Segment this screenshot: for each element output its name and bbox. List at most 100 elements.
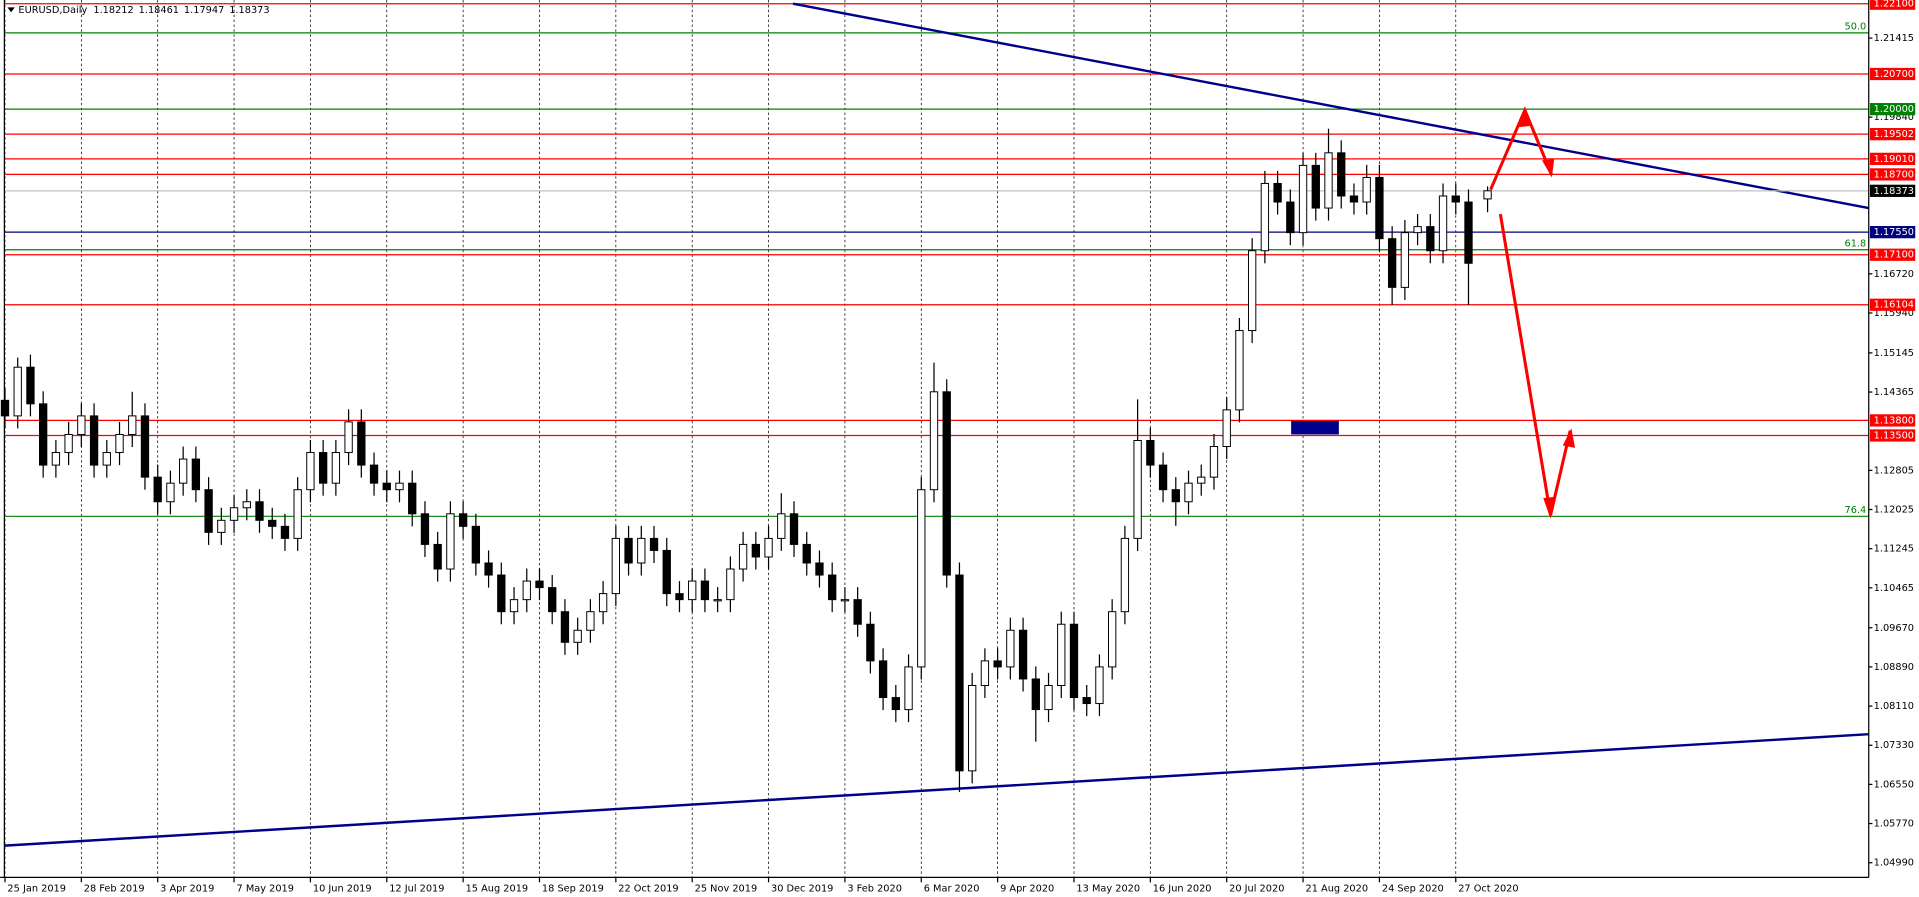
candle-body [458, 513, 468, 527]
candle-body [1235, 330, 1244, 411]
candle-body [611, 537, 621, 595]
level-label-box [1869, 0, 1916, 10]
candle-body [726, 568, 735, 601]
candle-body [560, 611, 570, 643]
candle-body [1426, 226, 1435, 252]
candle-body [1451, 195, 1460, 203]
candle-body [764, 537, 773, 558]
candle-body [293, 489, 302, 539]
y-tick-label: 1.19840 [1874, 112, 1914, 123]
candle-body [1069, 623, 1079, 699]
y-tick-label: 1.14365 [1874, 387, 1914, 398]
candle-body [1018, 629, 1028, 680]
candle-body [229, 507, 239, 521]
candle-body [548, 587, 557, 613]
level-label: 1.16104 [1874, 300, 1914, 311]
candle-body [1158, 464, 1168, 491]
y-tick-label: 1.15145 [1874, 348, 1914, 359]
high-value: 1.18461 [139, 5, 179, 16]
level-label-box [1869, 298, 1916, 311]
level-label: 1.20700 [1874, 69, 1914, 80]
x-tick-label: 22 Oct 2019 [618, 883, 678, 894]
level-label: 1.22100 [1874, 0, 1914, 10]
candle-body [369, 464, 379, 484]
x-tick-label: 13 May 2020 [1076, 883, 1140, 894]
candle-body [1209, 446, 1219, 478]
candle-body [39, 403, 48, 466]
candle-body [1438, 195, 1448, 252]
candle-body [828, 574, 837, 601]
candle-body [1006, 629, 1015, 668]
candle-body [980, 660, 990, 686]
candle-body [408, 482, 417, 515]
annotations [1291, 106, 1576, 519]
level-label: 1.19502 [1874, 129, 1914, 140]
candle-body [1260, 182, 1270, 252]
candle-body [598, 593, 608, 613]
candle-body [968, 684, 977, 772]
x-tick-label: 15 Aug 2019 [466, 883, 529, 894]
candle-body [140, 415, 150, 478]
candle-body [789, 513, 799, 545]
candle-body [522, 580, 531, 601]
candle-body [1133, 440, 1142, 539]
x-tick-label: 16 Jun 2020 [1153, 883, 1212, 894]
candle-body [955, 574, 964, 772]
candle-body [866, 623, 875, 662]
x-tick-label: 18 Sep 2019 [542, 883, 604, 894]
candle-body [1247, 250, 1257, 332]
candle-body [1273, 182, 1282, 203]
candle-body [13, 366, 22, 417]
candle-body [26, 366, 35, 405]
candle-body [535, 580, 544, 589]
candle-body [929, 391, 939, 491]
candle-body [649, 537, 659, 551]
fib-label: 50.0 [1845, 22, 1867, 33]
candle-body [688, 580, 697, 601]
x-tick-label: 25 Nov 2019 [695, 883, 758, 894]
candle-body [662, 549, 671, 595]
candle-body [815, 562, 824, 576]
candle-body [1120, 537, 1130, 613]
candle-body [51, 452, 61, 466]
candle-body [497, 574, 506, 613]
candle-body [624, 537, 633, 564]
y-tick-label: 1.11245 [1874, 544, 1914, 555]
open-value: 1.18212 [93, 5, 133, 16]
arrow-head [1517, 107, 1530, 128]
level-label: 1.17100 [1874, 250, 1914, 261]
candle-body [178, 458, 188, 484]
arrow-head [1541, 159, 1555, 178]
candle-body [1057, 623, 1066, 686]
candle-body [255, 501, 264, 521]
candle-body [331, 452, 341, 484]
candle-body [1324, 152, 1333, 209]
candle-body [1146, 440, 1155, 466]
arrow-head [1562, 428, 1576, 448]
candle-body [64, 433, 73, 454]
x-tick-label: 3 Feb 2020 [847, 883, 902, 894]
y-tick-label: 1.07330 [1874, 740, 1914, 751]
level-label: 1.17550 [1874, 227, 1914, 238]
candle-body [102, 452, 111, 466]
candle-body [420, 513, 430, 545]
candle-body [1375, 176, 1384, 240]
level-label-box [1869, 67, 1916, 81]
x-tick-label: 30 Dec 2019 [771, 883, 833, 894]
x-tick-label: 6 Mar 2020 [924, 883, 980, 894]
candle-body [751, 543, 760, 558]
candle-body [942, 391, 951, 576]
candle-body [777, 513, 786, 539]
candle-body [573, 629, 582, 643]
trendline [792, 2, 1869, 210]
level-label-box [1869, 128, 1916, 141]
candle-body [217, 519, 226, 533]
candle-body [713, 599, 722, 602]
x-tick-label: 3 Apr 2019 [160, 883, 214, 894]
candle-body [382, 482, 391, 491]
candle-body [1311, 164, 1320, 209]
y-tick-label: 1.06550 [1874, 779, 1914, 790]
x-tick-label: 27 Oct 2020 [1458, 883, 1518, 894]
y-tick-label: 1.16720 [1874, 269, 1914, 280]
level-label-box [1869, 103, 1916, 116]
